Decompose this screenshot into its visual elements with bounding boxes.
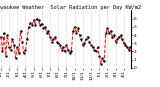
Title: Milwaukee Weather  Solar Radiation per Day KW/m2: Milwaukee Weather Solar Radiation per Da… <box>0 5 141 10</box>
